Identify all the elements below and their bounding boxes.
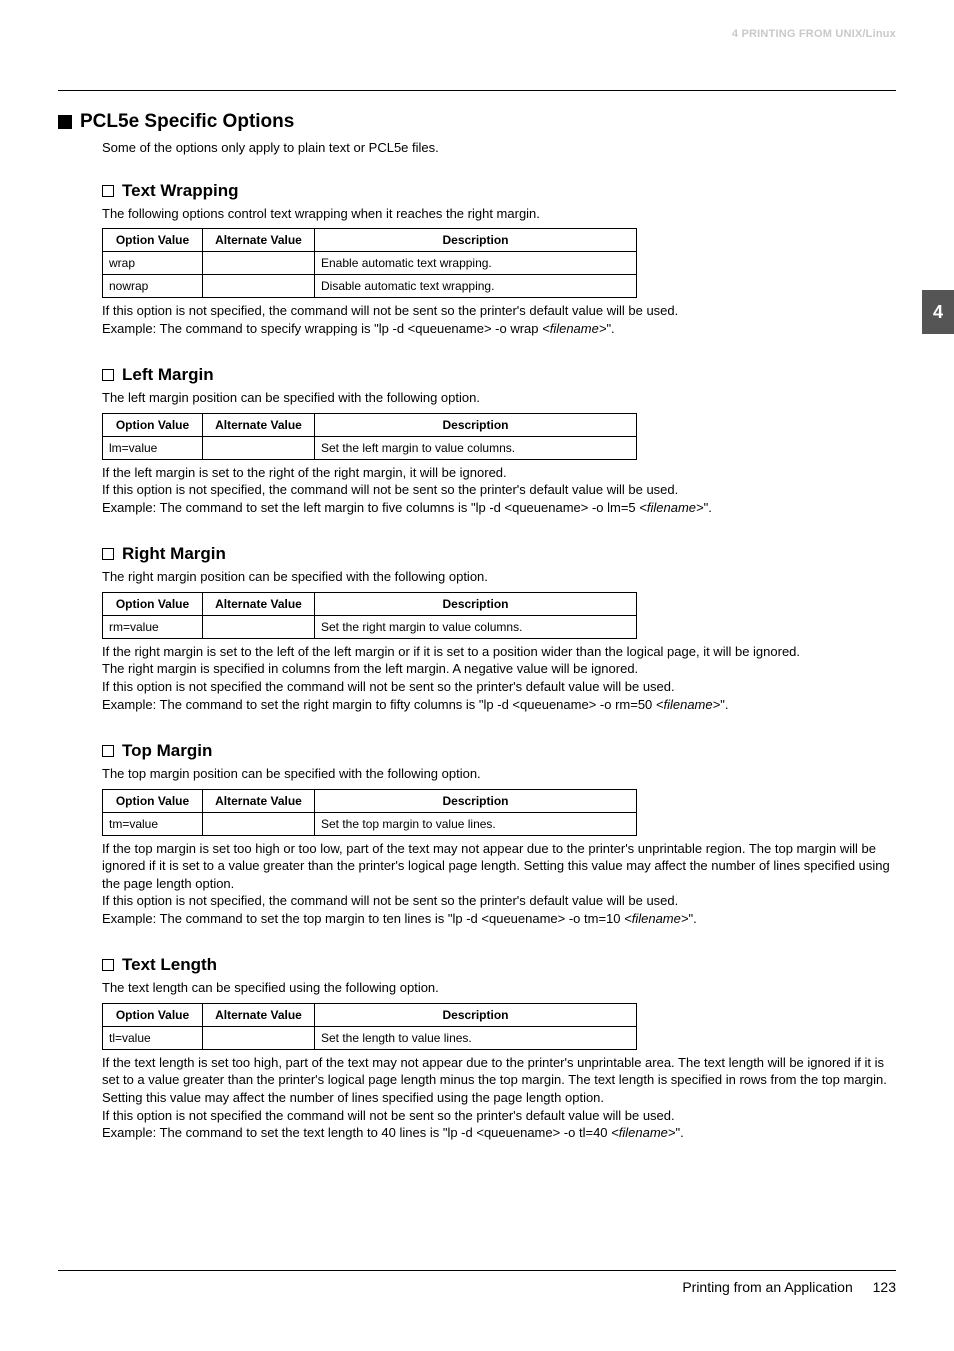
table-row: lm=value Set the left margin to value col… bbox=[103, 436, 637, 459]
page-heading: PCL5e Specific Options bbox=[80, 111, 294, 133]
section-heading: Right Margin bbox=[122, 544, 226, 564]
table-row: nowrap Disable automatic text wrapping. bbox=[103, 275, 637, 298]
square-outline-icon bbox=[102, 745, 114, 757]
h1-row: PCL5e Specific Options bbox=[58, 111, 896, 133]
cell-alternate-value bbox=[203, 436, 315, 459]
h2-row: Top Margin bbox=[102, 741, 896, 761]
page: 4 PRINTING FROM UNIX/Linux 4 PCL5e Speci… bbox=[0, 0, 954, 1351]
cell-option-value: tm=value bbox=[103, 812, 203, 835]
section-right-margin: Right Margin The right margin position ca… bbox=[102, 544, 896, 713]
col-option-value: Option Value bbox=[103, 229, 203, 252]
h2-row: Right Margin bbox=[102, 544, 896, 564]
footer-label: Printing from an Application bbox=[682, 1279, 852, 1295]
col-alternate-value: Alternate Value bbox=[203, 413, 315, 436]
col-option-value: Option Value bbox=[103, 592, 203, 615]
section-text-length: Text Length The text length can be specif… bbox=[102, 955, 896, 1141]
section-lead: The following options control text wrapp… bbox=[102, 205, 896, 223]
section-lead: The left margin position can be specifie… bbox=[102, 389, 896, 407]
options-table: Option ValueAlternate ValueDescriptiontm… bbox=[102, 789, 637, 836]
content: PCL5e Specific Options Some of the optio… bbox=[58, 91, 896, 1142]
cell-option-value: rm=value bbox=[103, 615, 203, 638]
col-option-value: Option Value bbox=[103, 1003, 203, 1026]
square-outline-icon bbox=[102, 369, 114, 381]
square-outline-icon bbox=[102, 548, 114, 560]
section-notes: If this option is not specified, the com… bbox=[102, 302, 896, 337]
section-notes: If the left margin is set to the right o… bbox=[102, 464, 896, 517]
cell-description: Set the right margin to value columns. bbox=[315, 615, 637, 638]
cell-description: Disable automatic text wrapping. bbox=[315, 275, 637, 298]
options-table: Option ValueAlternate ValueDescriptionlm… bbox=[102, 413, 637, 460]
options-table: Option ValueAlternate ValueDescriptionwr… bbox=[102, 228, 637, 298]
cell-description: Set the length to value lines. bbox=[315, 1026, 637, 1049]
section-heading: Top Margin bbox=[122, 741, 212, 761]
cell-alternate-value bbox=[203, 812, 315, 835]
section-notes: If the top margin is set too high or too… bbox=[102, 840, 896, 928]
h2-row: Text Length bbox=[102, 955, 896, 975]
table-header-row: Option ValueAlternate ValueDescription bbox=[103, 1003, 637, 1026]
cell-option-value: wrap bbox=[103, 252, 203, 275]
section-heading: Text Wrapping bbox=[122, 181, 239, 201]
section-heading: Text Length bbox=[122, 955, 217, 975]
table-row: rm=value Set the right margin to value co… bbox=[103, 615, 637, 638]
square-filled-icon bbox=[58, 115, 72, 129]
footer-text: Printing from an Application 123 bbox=[58, 1271, 896, 1295]
section-notes: If the text length is set too high, part… bbox=[102, 1054, 896, 1142]
page-number: 123 bbox=[857, 1279, 896, 1295]
cell-alternate-value bbox=[203, 615, 315, 638]
cell-description: Set the top margin to value lines. bbox=[315, 812, 637, 835]
col-option-value: Option Value bbox=[103, 413, 203, 436]
table-row: tm=value Set the top margin to value line… bbox=[103, 812, 637, 835]
footer: Printing from an Application 123 bbox=[58, 1270, 896, 1295]
col-option-value: Option Value bbox=[103, 789, 203, 812]
h2-row: Left Margin bbox=[102, 365, 896, 385]
cell-alternate-value bbox=[203, 252, 315, 275]
cell-alternate-value bbox=[203, 275, 315, 298]
col-description: Description bbox=[315, 592, 637, 615]
col-alternate-value: Alternate Value bbox=[203, 1003, 315, 1026]
section-heading: Left Margin bbox=[122, 365, 214, 385]
intro-text: Some of the options only apply to plain … bbox=[102, 139, 896, 157]
square-outline-icon bbox=[102, 959, 114, 971]
table-row: wrap Enable automatic text wrapping. bbox=[103, 252, 637, 275]
cell-alternate-value bbox=[203, 1026, 315, 1049]
table-header-row: Option ValueAlternate ValueDescription bbox=[103, 789, 637, 812]
cell-option-value: nowrap bbox=[103, 275, 203, 298]
section-lead: The text length can be specified using t… bbox=[102, 979, 896, 997]
col-description: Description bbox=[315, 413, 637, 436]
section-left-margin: Left Margin The left margin position can … bbox=[102, 365, 896, 516]
options-table: Option ValueAlternate ValueDescriptiontl… bbox=[102, 1003, 637, 1050]
side-tab: 4 bbox=[922, 290, 954, 334]
square-outline-icon bbox=[102, 185, 114, 197]
cell-description: Enable automatic text wrapping. bbox=[315, 252, 637, 275]
cell-option-value: lm=value bbox=[103, 436, 203, 459]
col-alternate-value: Alternate Value bbox=[203, 229, 315, 252]
col-alternate-value: Alternate Value bbox=[203, 789, 315, 812]
table-header-row: Option ValueAlternate ValueDescription bbox=[103, 592, 637, 615]
section-top-margin: Top Margin The top margin position can be… bbox=[102, 741, 896, 927]
table-row: tl=value Set the length to value lines. bbox=[103, 1026, 637, 1049]
options-table: Option ValueAlternate ValueDescriptionrm… bbox=[102, 592, 637, 639]
running-head: 4 PRINTING FROM UNIX/Linux bbox=[58, 28, 896, 40]
section-lead: The top margin position can be specified… bbox=[102, 765, 896, 783]
col-description: Description bbox=[315, 789, 637, 812]
section-text-wrapping: Text Wrapping The following options contr… bbox=[102, 181, 896, 338]
col-alternate-value: Alternate Value bbox=[203, 592, 315, 615]
table-header-row: Option ValueAlternate ValueDescription bbox=[103, 413, 637, 436]
section-notes: If the right margin is set to the left o… bbox=[102, 643, 896, 713]
cell-option-value: tl=value bbox=[103, 1026, 203, 1049]
col-description: Description bbox=[315, 1003, 637, 1026]
section-lead: The right margin position can be specifi… bbox=[102, 568, 896, 586]
h2-row: Text Wrapping bbox=[102, 181, 896, 201]
col-description: Description bbox=[315, 229, 637, 252]
table-header-row: Option ValueAlternate ValueDescription bbox=[103, 229, 637, 252]
cell-description: Set the left margin to value columns. bbox=[315, 436, 637, 459]
